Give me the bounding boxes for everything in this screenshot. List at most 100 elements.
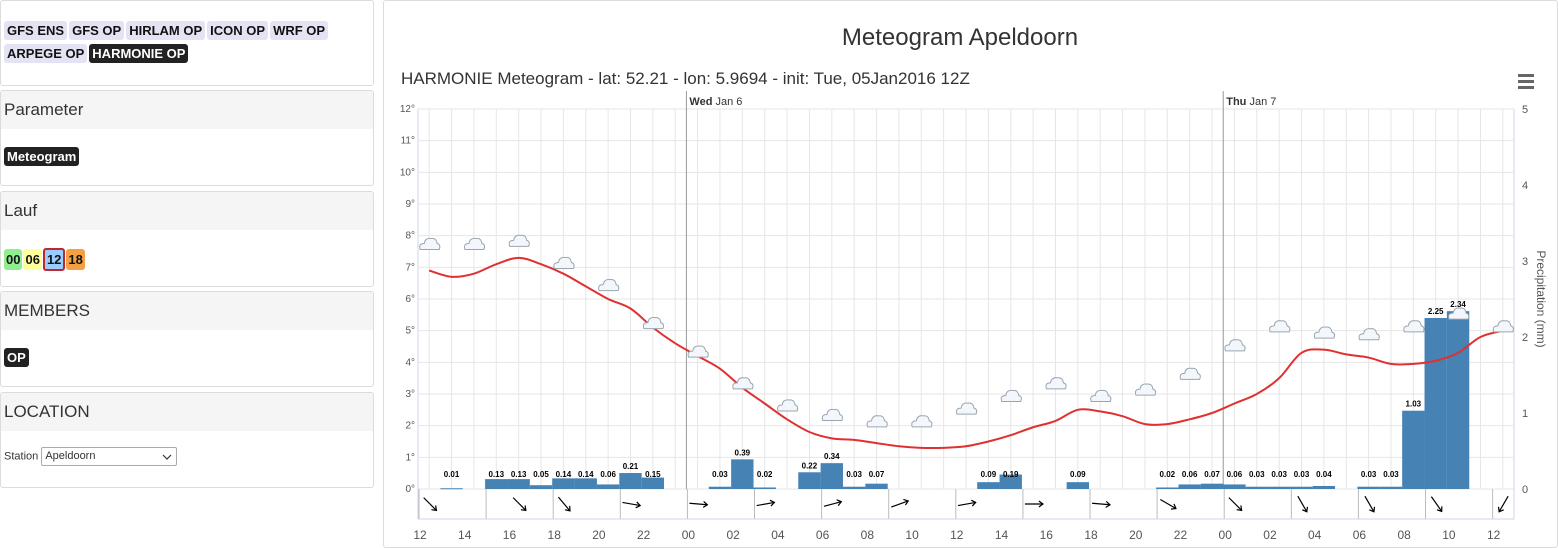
model-wrf-op-button[interactable]: WRF OP [270, 21, 329, 40]
cloud-icon [508, 234, 530, 247]
precip-data-label: 0.06 [1182, 470, 1198, 479]
x-tick-label: 14 [458, 528, 472, 542]
y-right-tick-label: 5 [1522, 104, 1528, 116]
cloud-shape [419, 237, 441, 250]
wind-arrow-icon [1297, 495, 1309, 513]
precip-bar [485, 479, 508, 489]
cloud-icon [1313, 326, 1336, 339]
precip-bar [977, 482, 1000, 489]
chevron-down-icon [162, 454, 172, 460]
model-hirlam-op-button[interactable]: HIRLAM OP [126, 21, 206, 40]
cloud-shape [1000, 389, 1022, 402]
model-harmonie-op-button[interactable]: HARMONIE OP [89, 44, 189, 63]
run-18-button[interactable]: 18 [66, 249, 85, 270]
wind-arrow-icon [1024, 500, 1044, 508]
cloud-shape [508, 234, 530, 247]
wind-arrow-shaft [891, 500, 909, 508]
y-left-tick-label: 0° [405, 484, 415, 495]
cloud-icon [1179, 367, 1201, 380]
model-gfs-op-button[interactable]: GFS OP [69, 21, 125, 40]
wind-arrow-shaft [1430, 496, 1443, 512]
wind-arrow-head [1170, 503, 1177, 510]
model-gfs-ens-button[interactable]: GFS ENS [4, 21, 68, 40]
model-icon-op-button[interactable]: ICON OP [207, 21, 269, 40]
wind-arrow-icon [1228, 497, 1243, 512]
model-arpege-op-button[interactable]: ARPEGE OP [4, 44, 88, 63]
cloud-shape [866, 415, 888, 428]
wind-arrow-icon [823, 499, 843, 507]
wind-arrow-head [702, 501, 709, 508]
wind-arrow-shaft [1092, 502, 1111, 506]
cloud-icon [1224, 339, 1246, 352]
y-right-tick-label: 3 [1522, 256, 1528, 268]
cloud-icon [956, 402, 978, 415]
x-tick-label: 10 [1442, 528, 1456, 542]
cloud-shape [1403, 320, 1425, 333]
day-label-weekday: Thu [1226, 96, 1246, 108]
wind-arrow-shaft [957, 501, 976, 507]
wind-arrow-icon [423, 497, 438, 512]
precip-bar [999, 474, 1022, 489]
precip-data-label: 0.05 [533, 470, 549, 479]
precip-bar [798, 472, 821, 489]
precip-data-label: 0.03 [846, 470, 862, 479]
wind-arrow-shaft [756, 501, 775, 507]
x-tick-label: 10 [905, 528, 919, 542]
x-tick-label: 08 [1397, 528, 1411, 542]
station-select[interactable]: Apeldoorn [41, 447, 178, 466]
parameter-meteogram-button[interactable]: Meteogram [4, 147, 80, 166]
precip-data-label: 0.01 [444, 470, 460, 479]
cloud-icon [1492, 320, 1514, 333]
cloud-shape [463, 237, 486, 250]
precip-bar [1245, 486, 1268, 489]
precip-data-label: 0.34 [824, 452, 840, 461]
members-panel: MEMBERS OP [0, 291, 374, 387]
cloud-shape [1313, 326, 1336, 339]
precip-bar [529, 485, 553, 489]
precip-data-label: 0.14 [578, 470, 594, 479]
run-06-button[interactable]: 06 [23, 249, 42, 270]
wind-arrow-icon [957, 499, 977, 507]
station-row: Station Apeldoorn [1, 431, 373, 482]
cloud-shape [1090, 389, 1112, 402]
wind-arrow-icon [1160, 498, 1177, 510]
cloud-shape [1358, 328, 1380, 341]
cloud-shape [1179, 367, 1201, 380]
day-label: Thu Jan 7 [1226, 96, 1276, 108]
wind-arrow-icon [689, 501, 709, 508]
x-tick-label: 16 [1040, 528, 1054, 542]
precip-bar [820, 463, 843, 489]
x-tick-label: 04 [771, 528, 785, 542]
y-left-tick-label: 4° [405, 357, 415, 368]
precip-bar [708, 486, 732, 489]
menu-icon[interactable] [1518, 74, 1534, 89]
wind-arrow-shaft [622, 501, 641, 507]
y-left-tick-label: 3° [405, 389, 415, 400]
run-12-button[interactable]: 12 [42, 248, 66, 271]
x-tick-label: 20 [592, 528, 606, 542]
member-op-button[interactable]: OP [4, 348, 29, 367]
y-left-tick-label: 1° [405, 452, 415, 463]
wind-arrow-head [1497, 506, 1504, 513]
cloud-icon [642, 317, 665, 330]
cloud-shape [553, 256, 575, 269]
cloud-shape [598, 279, 620, 292]
wind-arrow-head [836, 499, 843, 506]
cloud-shape [1134, 383, 1157, 396]
cloud-icon [1358, 328, 1380, 341]
precip-bar [552, 478, 575, 489]
precip-data-label: 0.03 [1294, 470, 1310, 479]
cloud-shape [1045, 377, 1067, 390]
plot-area: Wed Jan 6 Thu Jan 70°1°2°3°4°5°6°7°8°9°10… [400, 91, 1548, 542]
cloud-icon [866, 415, 888, 428]
precip-data-label: 0.13 [488, 470, 504, 479]
station-label: Station [4, 450, 39, 463]
wind-arrow-shaft [1364, 495, 1375, 513]
x-tick-label: 06 [816, 528, 830, 542]
lauf-header: Lauf [1, 192, 373, 230]
x-tick-label: 06 [1353, 528, 1367, 542]
y-left-tick-label: 7° [405, 262, 415, 273]
x-tick-label: 22 [637, 528, 651, 542]
precip-data-label: 0.07 [1204, 470, 1220, 479]
run-00-button[interactable]: 00 [4, 249, 23, 270]
